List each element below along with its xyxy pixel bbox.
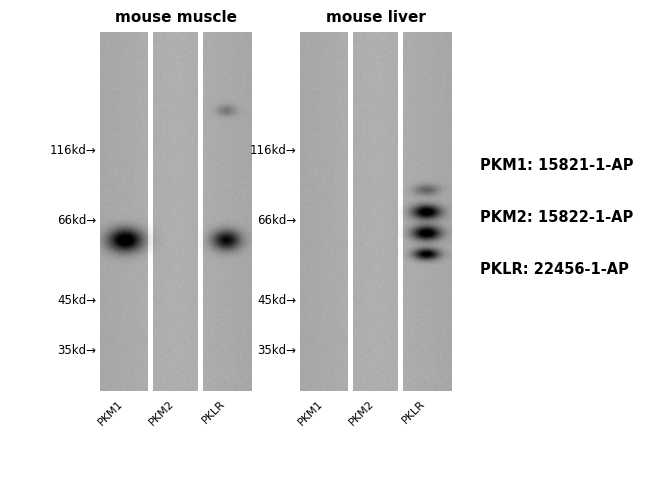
- Text: mouse muscle: mouse muscle: [115, 10, 237, 25]
- Text: PKM2: 15822-1-AP: PKM2: 15822-1-AP: [480, 210, 633, 226]
- Text: mouse liver: mouse liver: [326, 10, 426, 25]
- Text: Proteintech: Proteintech: [333, 200, 419, 286]
- Text: PKLR: PKLR: [200, 399, 227, 426]
- Text: 66kd→: 66kd→: [257, 213, 296, 226]
- Text: 116kd→: 116kd→: [249, 143, 296, 156]
- Text: PKM1: PKM1: [97, 399, 125, 428]
- Text: 45kd→: 45kd→: [257, 294, 296, 307]
- Text: PKM2: PKM2: [347, 399, 376, 428]
- Text: Proteintech: Proteintech: [133, 200, 218, 286]
- Text: PKLR: PKLR: [400, 399, 426, 426]
- Text: 45kd→: 45kd→: [57, 294, 96, 307]
- Text: PKM1: 15821-1-AP: PKM1: 15821-1-AP: [480, 158, 634, 174]
- Text: 66kd→: 66kd→: [57, 213, 96, 226]
- Text: PKM2: PKM2: [147, 399, 176, 428]
- Text: PKLR: 22456-1-AP: PKLR: 22456-1-AP: [480, 262, 629, 278]
- Text: 35kd→: 35kd→: [257, 344, 296, 357]
- Text: 116kd→: 116kd→: [49, 143, 96, 156]
- Text: 35kd→: 35kd→: [57, 344, 96, 357]
- Text: PKM1: PKM1: [297, 399, 325, 428]
